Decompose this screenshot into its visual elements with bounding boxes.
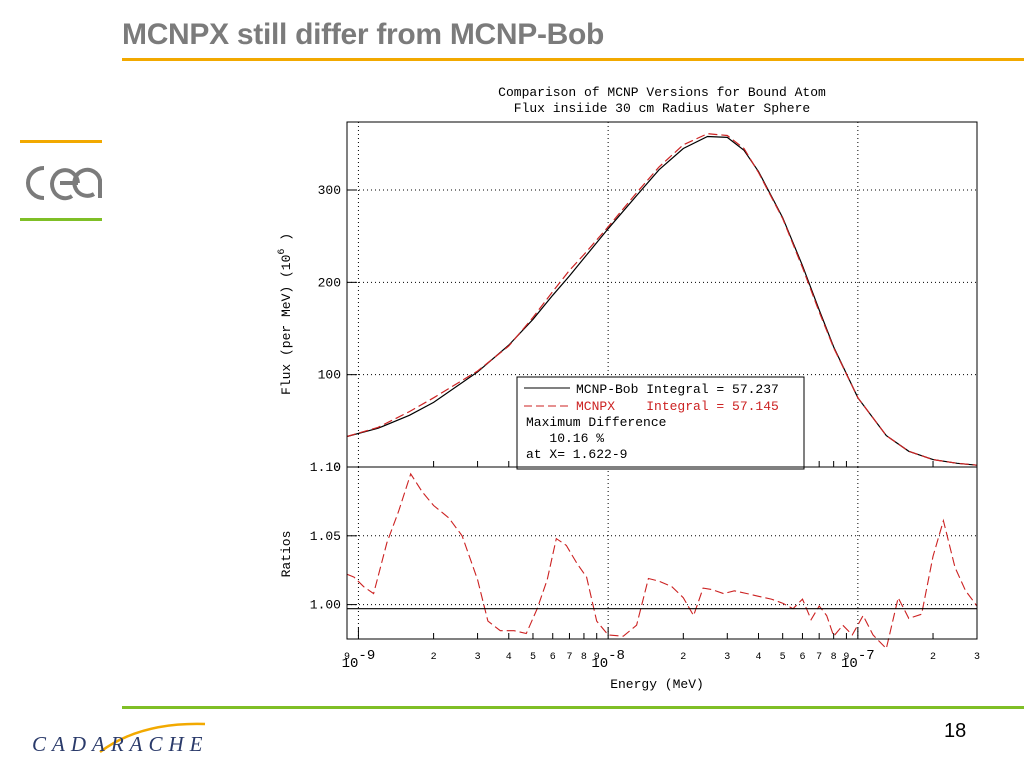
top-ylabel-exp: 6 xyxy=(277,249,288,255)
chart-title: Comparison of MCNP Versions for Bound At… xyxy=(498,85,826,100)
legend-note-1: Maximum Difference xyxy=(526,415,666,430)
xtick-label-18: 3 xyxy=(974,652,980,663)
top-ylabel-close: ) xyxy=(279,233,294,249)
xtick-label-6: 7 xyxy=(566,652,572,663)
bottom-ytick-label-0: 1.00 xyxy=(310,598,341,613)
cea-logo-bottom-bar xyxy=(20,218,102,221)
top-ylabel-main: Flux (per MeV) (10 xyxy=(279,255,294,395)
chart-figure: Comparison of MCNP Versions for Bound At… xyxy=(277,85,980,692)
top-ytick-label-0: 0 xyxy=(333,460,341,475)
bottom-axis-ticks: 1.001.051.109 2 3 4 5 6 7 8 9 2 3 4 5 6 7 8 9 2 310-9 10-8 1… xyxy=(310,460,980,672)
xtick-label-15: 8 xyxy=(831,652,837,663)
legend-box xyxy=(516,376,805,470)
xtick-label-11: 4 xyxy=(755,652,761,663)
xtick-label-7: 8 xyxy=(581,652,587,663)
xlabel: Energy (MeV) xyxy=(610,677,704,692)
xtick-label-16: 9 xyxy=(843,652,849,663)
cadarache-text: CADARACHE xyxy=(32,732,209,756)
legend-note-2: 10.16 % xyxy=(526,431,604,446)
bottom-grid xyxy=(347,467,977,639)
top-grid xyxy=(347,122,977,467)
xtick-label-4: 5 xyxy=(530,652,536,663)
top-ytick-label-2: 200 xyxy=(318,275,341,290)
xtick-label-12: 5 xyxy=(780,652,786,663)
cadarache-logo: CADARACHE xyxy=(30,718,230,762)
title-underline xyxy=(122,58,1024,61)
top-ytick-label-1: 100 xyxy=(318,368,341,383)
top-ytick-label-3: 300 xyxy=(318,183,341,198)
xtick-label-13: 6 xyxy=(799,652,805,663)
bottom-series-ratio xyxy=(346,472,978,650)
bottom-series xyxy=(346,472,978,650)
cea-logo xyxy=(20,138,102,224)
xtick-label-9: 2 xyxy=(680,652,686,663)
legend-label-mcnpx: MCNPX Integral = 57.145 xyxy=(576,399,779,414)
xtick-decade-label-0: 10-9 xyxy=(342,648,376,672)
bottom-ylabel: Ratios xyxy=(279,531,294,578)
xtick-label-1: 2 xyxy=(431,652,437,663)
chart-subtitle: Flux insiide 30 cm Radius Water Sphere xyxy=(514,101,810,116)
footer-rule xyxy=(122,706,1024,709)
xtick-label-14: 7 xyxy=(816,652,822,663)
xtick-decade-label-1: 10-8 xyxy=(591,648,625,672)
cea-logo-mark xyxy=(26,166,102,201)
slide-title: MCNPX still differ from MCNP-Bob xyxy=(122,18,605,51)
xtick-label-10: 3 xyxy=(724,652,730,663)
cadarache-swoosh xyxy=(99,722,206,754)
bottom-plot-frame xyxy=(346,466,978,640)
xtick-label-8: 9 xyxy=(594,652,600,663)
bottom-ytick-label-2: 1.10 xyxy=(310,460,341,475)
xtick-label-17: 2 xyxy=(930,652,936,663)
legend-note-3: at X= 1.622-9 xyxy=(526,447,627,462)
top-series-mcnpx xyxy=(346,133,978,466)
page-number: 18 xyxy=(944,720,967,742)
xtick-label-0: 9 xyxy=(344,652,350,663)
legend-label-mcnp-bob: MCNP-Bob Integral = 57.237 xyxy=(576,382,779,397)
legend: MCNP-Bob Integral = 57.237 MCNPX Integra… xyxy=(516,376,805,470)
xtick-label-5: 6 xyxy=(550,652,556,663)
cea-logo-top-bar xyxy=(20,140,102,143)
top-ylabel: Flux (per MeV) (106 ) xyxy=(277,233,294,395)
xtick-label-2: 3 xyxy=(475,652,481,663)
bottom-ytick-label-1: 1.05 xyxy=(310,529,341,544)
top-series xyxy=(346,133,978,466)
xtick-decade-label-2: 10-7 xyxy=(841,648,875,672)
xtick-label-3: 4 xyxy=(506,652,512,663)
